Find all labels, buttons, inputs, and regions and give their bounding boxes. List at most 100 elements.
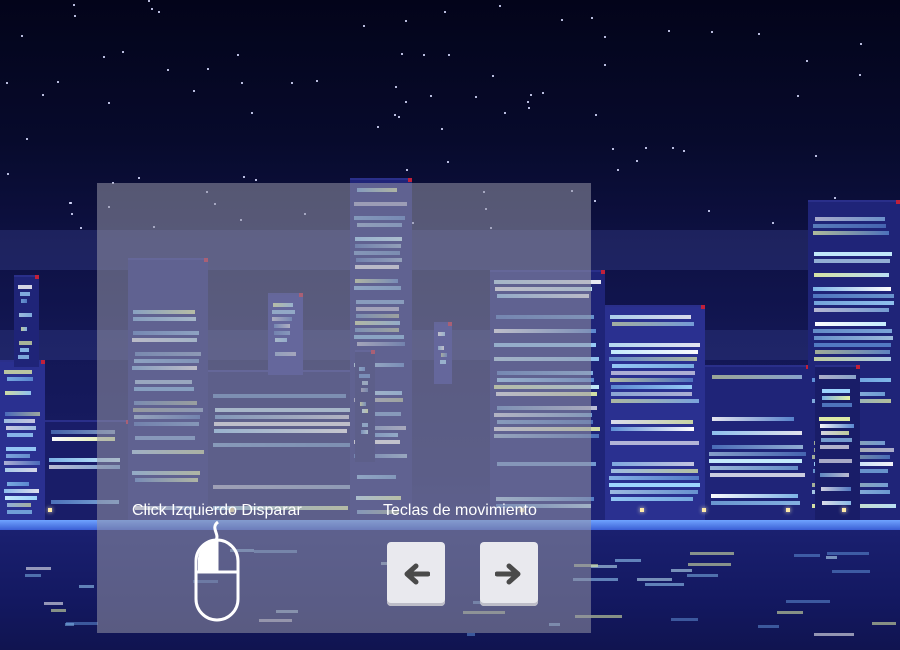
- building-window: [712, 431, 802, 435]
- aircraft-warning-light: [856, 365, 860, 369]
- arrow-left-icon: [404, 563, 430, 585]
- lamp-light: [702, 508, 706, 512]
- reflection-strip: [794, 554, 820, 557]
- building-window: [52, 437, 115, 441]
- aircraft-warning-light: [41, 360, 45, 364]
- star: [423, 54, 425, 56]
- star: [711, 31, 713, 33]
- star: [138, 177, 140, 179]
- building-window: [20, 292, 30, 296]
- building-window: [5, 468, 37, 472]
- star: [243, 176, 245, 178]
- star: [405, 101, 407, 103]
- reflection-strip: [25, 574, 41, 577]
- building-window: [712, 417, 794, 421]
- star: [395, 86, 397, 88]
- reflection-strip: [637, 578, 672, 581]
- building-window: [611, 385, 692, 389]
- building-window: [712, 445, 803, 449]
- reflection-strip: [79, 585, 94, 588]
- building-window: [709, 452, 806, 456]
- star: [530, 94, 532, 96]
- star: [797, 95, 799, 97]
- star: [672, 147, 674, 149]
- star: [594, 200, 596, 202]
- building-window: [609, 483, 700, 487]
- building-window: [612, 364, 694, 368]
- star: [406, 169, 408, 171]
- reflection-strip: [758, 625, 779, 628]
- star: [291, 82, 293, 84]
- star: [441, 128, 443, 130]
- building-window: [4, 461, 40, 465]
- star: [645, 147, 647, 149]
- building-window: [612, 322, 694, 326]
- star: [108, 102, 110, 104]
- star: [604, 64, 606, 66]
- star: [448, 54, 450, 56]
- star: [401, 53, 403, 55]
- building-window: [611, 497, 693, 501]
- right-arrow-key[interactable]: [480, 542, 538, 606]
- building-window: [7, 433, 33, 437]
- aircraft-warning-light: [701, 305, 705, 309]
- star: [21, 35, 23, 37]
- building-window: [49, 458, 120, 462]
- reflection-strip: [44, 602, 63, 605]
- aircraft-warning-light: [408, 178, 412, 182]
- arrow-right-icon: [495, 563, 521, 585]
- left-arrow-key[interactable]: [387, 542, 445, 606]
- reflection-strip: [671, 569, 692, 572]
- star: [758, 33, 760, 35]
- move-instruction-label: Teclas de movimiento: [383, 502, 537, 519]
- building-window: [712, 375, 802, 379]
- building-window: [611, 420, 693, 424]
- building-window: [19, 341, 32, 345]
- reflection-strip: [687, 574, 718, 577]
- building-window: [814, 259, 890, 263]
- building-window: [815, 217, 885, 221]
- star: [394, 114, 396, 116]
- star: [834, 197, 836, 199]
- building-window: [610, 378, 693, 382]
- building-window: [814, 273, 889, 277]
- reflection-strip: [688, 563, 731, 566]
- star: [806, 60, 808, 62]
- building-window: [5, 412, 40, 416]
- star: [591, 17, 593, 19]
- aircraft-warning-light: [35, 275, 39, 279]
- star: [405, 20, 407, 22]
- building-window: [711, 501, 800, 505]
- reflection-strip: [690, 552, 734, 555]
- building-window: [7, 377, 33, 381]
- building-window: [21, 327, 27, 331]
- star: [316, 80, 318, 82]
- building-window: [822, 389, 850, 393]
- star: [167, 69, 169, 71]
- star: [492, 75, 494, 77]
- building-window: [814, 336, 893, 340]
- star: [80, 227, 82, 229]
- reflection-strip: [777, 611, 803, 614]
- reflection-strip: [826, 556, 837, 559]
- reflection-strip: [51, 609, 66, 612]
- star: [6, 82, 8, 84]
- star: [595, 114, 597, 116]
- star: [683, 150, 685, 152]
- building-window: [7, 482, 29, 486]
- star: [241, 82, 243, 84]
- lamp-light: [786, 508, 790, 512]
- building-window: [814, 308, 889, 312]
- star: [604, 36, 606, 38]
- building-window: [51, 500, 119, 504]
- reflection-strip: [615, 559, 641, 562]
- star: [255, 179, 257, 181]
- reflection-strip: [26, 567, 51, 570]
- building-window: [820, 424, 854, 428]
- building-window: [813, 224, 886, 228]
- star: [561, 19, 563, 21]
- building-window: [711, 494, 798, 498]
- reflection-strip: [872, 622, 896, 625]
- star: [70, 202, 72, 204]
